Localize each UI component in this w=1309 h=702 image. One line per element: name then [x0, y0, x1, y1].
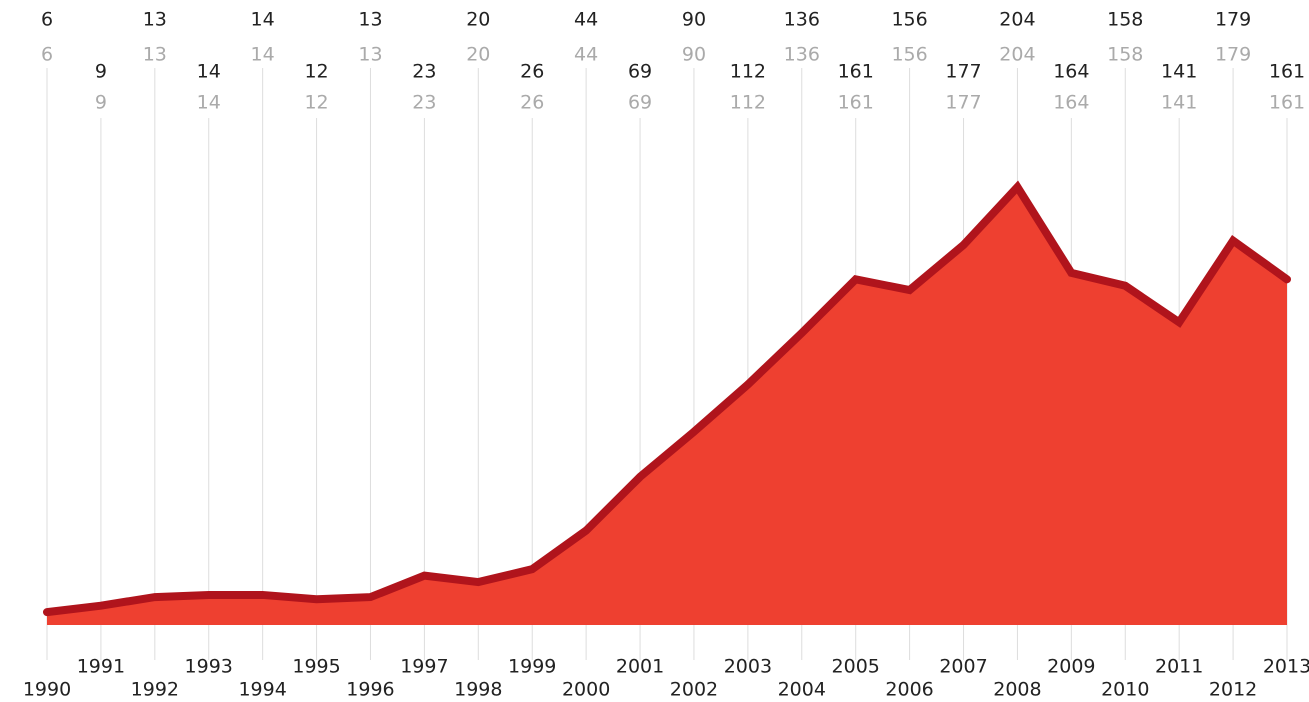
value-label: 9 [95, 61, 107, 83]
value-label: 44 [574, 9, 598, 31]
value-label-secondary: 13 [143, 44, 167, 66]
x-tick-label: 1991 [77, 656, 125, 678]
value-label-secondary: 136 [784, 44, 820, 66]
value-label: 13 [143, 9, 167, 31]
value-label: 90 [682, 9, 706, 31]
x-tick-label: 1993 [185, 656, 233, 678]
value-label-secondary: 156 [891, 44, 927, 66]
line [43, 180, 1291, 617]
x-tick-label: 2009 [1047, 656, 1095, 678]
x-tick-label: 1994 [238, 679, 286, 701]
value-label-secondary: 158 [1107, 44, 1143, 66]
x-tick-label: 2001 [616, 656, 664, 678]
value-label-secondary: 90 [682, 44, 706, 66]
value-label-secondary: 112 [730, 92, 766, 114]
value-label-secondary: 12 [304, 92, 328, 114]
value-label-secondary: 44 [574, 44, 598, 66]
value-label-secondary: 14 [251, 44, 275, 66]
value-label-secondary: 161 [1269, 92, 1305, 114]
x-tick-label: 2003 [724, 656, 772, 678]
value-label: 14 [251, 9, 275, 31]
value-label-secondary: 23 [412, 92, 436, 114]
value-label-secondary: 164 [1053, 92, 1089, 114]
x-tick-label: 1992 [131, 679, 179, 701]
value-label-secondary: 141 [1161, 92, 1197, 114]
x-tick-label: 1997 [400, 656, 448, 678]
value-label: 12 [304, 61, 328, 83]
x-tick-label: 1996 [346, 679, 394, 701]
value-label: 6 [41, 9, 53, 31]
value-label-secondary: 161 [838, 92, 874, 114]
area [47, 187, 1287, 625]
value-label: 112 [730, 61, 766, 83]
x-tick-label: 2008 [993, 679, 1041, 701]
value-label-secondary: 9 [95, 92, 107, 114]
value-label-secondary: 26 [520, 92, 544, 114]
x-tick-label: 2007 [939, 656, 987, 678]
value-label-secondary: 20 [466, 44, 490, 66]
x-tick-label: 2011 [1155, 656, 1203, 678]
value-label-secondary: 177 [945, 92, 981, 114]
value-label-secondary: 13 [358, 44, 382, 66]
value-label: 161 [1269, 61, 1305, 83]
x-tick-label: 2005 [832, 656, 880, 678]
value-label-secondary: 204 [999, 44, 1035, 66]
x-tick-label: 1995 [292, 656, 340, 678]
x-tick-label: 2010 [1101, 679, 1149, 701]
value-label-secondary: 6 [41, 44, 53, 66]
value-label: 179 [1215, 9, 1251, 31]
value-label: 26 [520, 61, 544, 83]
value-label: 14 [197, 61, 221, 83]
value-label: 23 [412, 61, 436, 83]
x-tick-label: 1998 [454, 679, 502, 701]
value-label: 164 [1053, 61, 1089, 83]
value-label: 20 [466, 9, 490, 31]
value-label: 13 [358, 9, 382, 31]
value-label: 141 [1161, 61, 1197, 83]
value-label: 156 [891, 9, 927, 31]
value-label-secondary: 179 [1215, 44, 1251, 66]
x-tick-label: 2000 [562, 679, 610, 701]
x-tick-label: 2004 [778, 679, 826, 701]
value-label: 136 [784, 9, 820, 31]
value-label-secondary: 14 [197, 92, 221, 114]
x-tick-label: 2012 [1209, 679, 1257, 701]
x-tick-label: 1990 [23, 679, 71, 701]
value-label-secondary: 69 [628, 92, 652, 114]
value-label: 69 [628, 61, 652, 83]
value-label: 177 [945, 61, 981, 83]
x-tick-label: 2013 [1263, 656, 1309, 678]
x-tick-label: 1999 [508, 656, 556, 678]
value-label: 158 [1107, 9, 1143, 31]
x-tick-label: 2002 [670, 679, 718, 701]
value-label: 204 [999, 9, 1035, 31]
value-label: 161 [838, 61, 874, 83]
x-tick-label: 2006 [885, 679, 933, 701]
